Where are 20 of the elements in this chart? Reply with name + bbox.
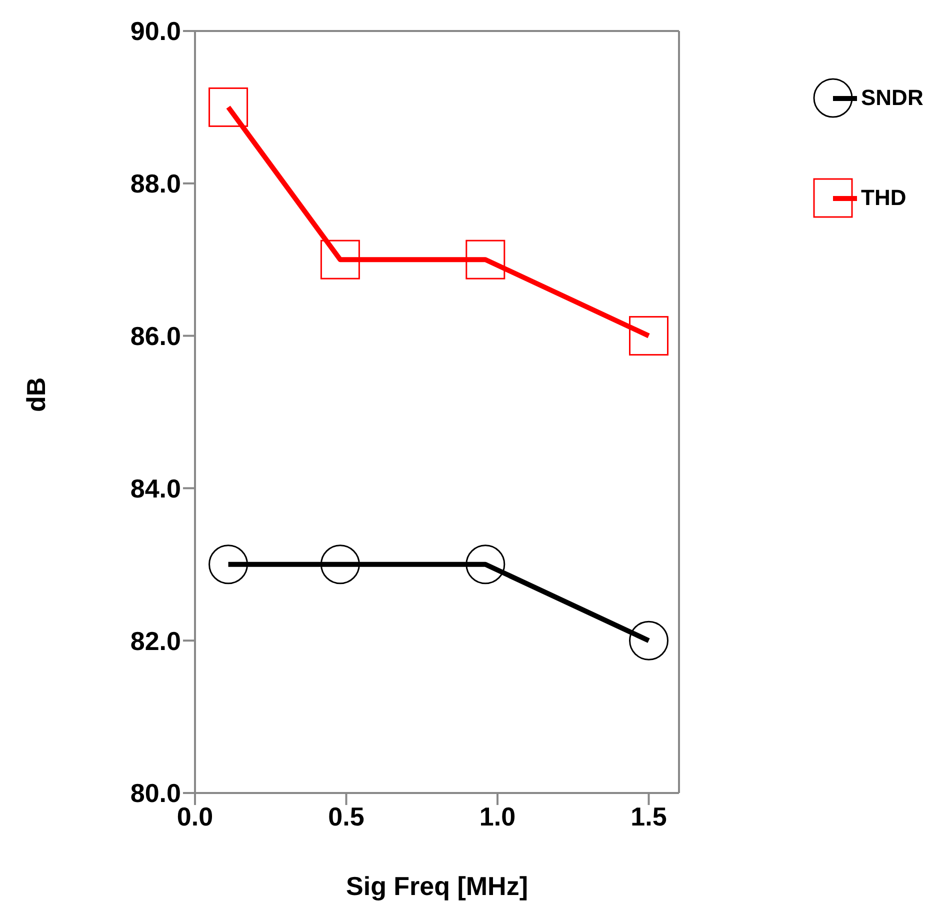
point xyxy=(208,544,248,584)
y-tick-label: 86.0 xyxy=(130,321,181,352)
legend-label: THD xyxy=(860,185,906,211)
point xyxy=(629,620,668,660)
point xyxy=(320,240,360,280)
y-axis-title: dB xyxy=(21,377,52,412)
legend-label: SNDR xyxy=(860,85,924,111)
x-tick-label: 0.5 xyxy=(328,801,364,832)
y-tick-label: 88.0 xyxy=(130,168,181,199)
point xyxy=(629,316,668,356)
x-tick-label: 1.5 xyxy=(630,801,667,832)
point xyxy=(466,240,506,280)
y-tick-label: 84.0 xyxy=(130,473,181,504)
x-tick-label: 1.0 xyxy=(479,801,516,832)
point xyxy=(208,87,248,127)
y-tick-label: 90.0 xyxy=(130,16,181,46)
x-axis-title: Sig Freq [MHz] xyxy=(346,871,528,901)
y-tick-label: 82.0 xyxy=(130,626,181,656)
point xyxy=(320,544,360,584)
point xyxy=(466,544,506,584)
